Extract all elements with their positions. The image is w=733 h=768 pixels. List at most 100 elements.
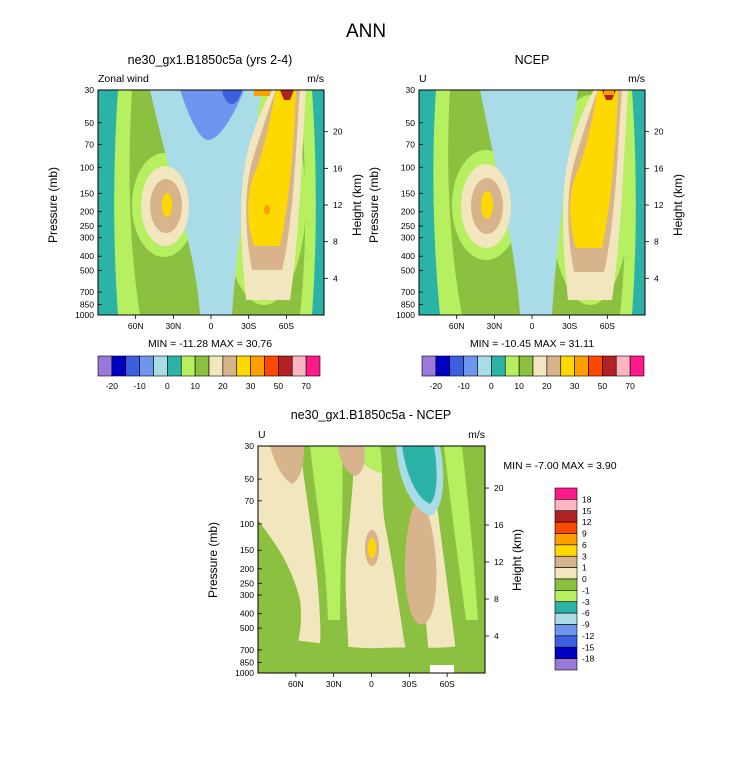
latitude-tick-label: 60N [288, 679, 304, 689]
height-tick-label: 20 [654, 127, 664, 137]
panel-diff-ylabel: Pressure (mb) [206, 522, 220, 598]
latitude-tick-label: 30N [166, 321, 182, 331]
colorbar-swatch [546, 355, 562, 377]
latitude-tick-label: 30N [326, 679, 342, 689]
pressure-tick-label: 850 [80, 300, 94, 310]
panel-diff-left-label: U [258, 429, 266, 441]
colorbar-swatch [554, 646, 578, 659]
colorbar-label: 0 [582, 574, 587, 584]
pressure-tick-label: 50 [245, 474, 255, 484]
colorbar-swatch [554, 544, 578, 557]
height-tick-label: 16 [494, 520, 504, 530]
pressure-tick-label: 300 [401, 233, 415, 243]
colorbar-label: -12 [582, 631, 595, 641]
height-tick-label: 20 [494, 483, 504, 493]
height-tick-label: 8 [333, 237, 338, 247]
colorbar-swatch [554, 624, 578, 637]
colorbar-swatch [554, 487, 578, 500]
panel-diff-title: ne30_gx1.B1850c5a - NCEP [291, 408, 452, 422]
pressure-tick-label: 850 [401, 300, 415, 310]
panel-diff-units: m/s [468, 429, 485, 441]
colorbar-swatch [554, 533, 578, 546]
pressure-tick-label: 30 [245, 441, 255, 451]
height-tick-label: 8 [494, 594, 499, 604]
pressure-tick-label: 400 [401, 251, 415, 261]
pressure-tick-label: 700 [80, 287, 94, 297]
latitude-tick-label: 0 [369, 679, 374, 689]
pressure-tick-label: 250 [240, 578, 254, 588]
pressure-tick-label: 70 [406, 139, 416, 149]
colorbar-swatch [532, 355, 548, 377]
pressure-tick-label: 400 [240, 609, 254, 619]
panel-model-stats: MIN = -11.28 MAX = 30.76 [148, 338, 272, 350]
colorbar-swatch [139, 355, 154, 377]
panel-ncep-stats: MIN = -10.45 MAX = 31.11 [470, 338, 594, 350]
pressure-tick-label: 1000 [235, 668, 254, 678]
pressure-tick-label: 100 [240, 519, 254, 529]
panel-diff-stats: MIN = -7.00 MAX = 3.90 [503, 460, 616, 472]
pressure-tick-label: 1000 [396, 310, 415, 320]
colorbar-swatch [264, 355, 279, 377]
panel-ncep-ylabel-right: Height (km) [671, 174, 685, 236]
height-tick-label: 4 [494, 631, 499, 641]
colorbar-swatch [250, 355, 265, 377]
colorbar-swatch [554, 590, 578, 603]
colorbar-swatch [560, 355, 575, 377]
pressure-tick-label: 700 [401, 287, 415, 297]
panel-ncep-title: NCEP [515, 53, 550, 67]
colorbar-swatch [305, 355, 321, 377]
pressure-tick-label: 50 [85, 118, 95, 128]
panel-model-ylabel: Pressure (mb) [46, 167, 60, 243]
panel-model-units: m/s [307, 73, 324, 85]
pressure-tick-label: 400 [80, 251, 94, 261]
panel-model-title: ne30_gx1.B1850c5a (yrs 2-4) [128, 53, 293, 67]
colorbar-label: -20 [106, 381, 119, 391]
colorbar-label: 0 [489, 381, 494, 391]
height-tick-label: 12 [654, 200, 664, 210]
colorbar-label: -3 [582, 597, 590, 607]
pressure-tick-label: 700 [240, 645, 254, 655]
pressure-tick-label: 150 [401, 188, 415, 198]
pressure-tick-label: 30 [406, 85, 416, 95]
panel-model: ne30_gx1.B1850c5a (yrs 2-4) Zonal wind m… [46, 53, 364, 391]
colorbar-label: 70 [625, 381, 635, 391]
pressure-tick-label: 150 [80, 188, 94, 198]
panel-diff: ne30_gx1.B1850c5a - NCEP U m/s 305070100… [206, 408, 617, 689]
colorbar-label: 15 [582, 506, 592, 516]
colorbar-swatch [449, 355, 464, 377]
colorbar-label: -10 [133, 381, 146, 391]
panel-diff-ylabel-right: Height (km) [510, 529, 524, 591]
colorbar-label: 0 [165, 381, 170, 391]
colorbar-swatch [167, 355, 182, 377]
colorbar-swatch [208, 355, 224, 377]
colorbar-swatch [180, 355, 196, 377]
colorbar-swatch [518, 355, 534, 377]
latitude-tick-label: 60S [600, 321, 615, 331]
colorbar-swatch [554, 521, 578, 534]
colorbar-label: -18 [582, 654, 595, 664]
colorbar-swatch [554, 555, 578, 568]
panel-ncep-units: m/s [628, 73, 645, 85]
colorbar-swatch [236, 355, 251, 377]
pressure-tick-label: 200 [240, 564, 254, 574]
height-tick-label: 8 [654, 237, 659, 247]
colorbar-label: 30 [570, 381, 580, 391]
colorbar-label: 1 [582, 563, 587, 573]
latitude-tick-label: 60N [449, 321, 465, 331]
latitude-tick-label: 30S [562, 321, 577, 331]
pressure-tick-label: 70 [85, 139, 95, 149]
colorbar-label: 20 [542, 381, 552, 391]
pressure-tick-label: 250 [80, 221, 94, 231]
latitude-tick-label: 30S [241, 321, 256, 331]
pressure-tick-label: 850 [240, 657, 254, 667]
latitude-tick-label: 0 [209, 321, 214, 331]
colorbar-label: -20 [430, 381, 443, 391]
colorbar-label: -9 [582, 620, 590, 630]
colorbar-label: 12 [582, 517, 592, 527]
latitude-tick-label: 60S [440, 679, 455, 689]
colorbar-swatch [421, 355, 437, 377]
colorbar-label: 6 [582, 540, 587, 550]
panel-ncep-ylabel: Pressure (mb) [367, 167, 381, 243]
colorbar-swatch [491, 355, 506, 377]
